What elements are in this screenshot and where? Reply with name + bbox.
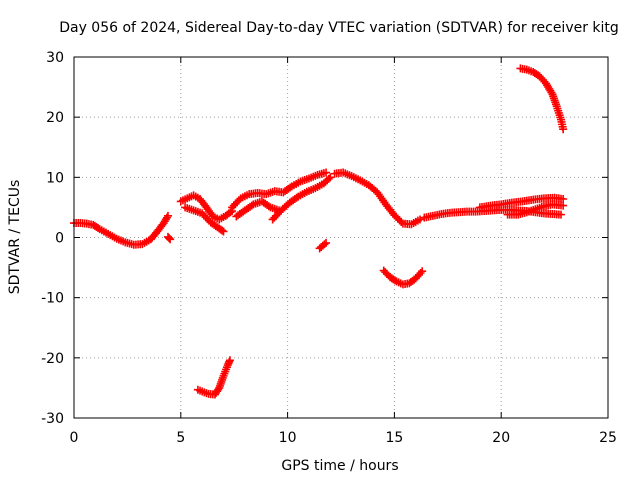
- series-seg-a: [70, 211, 172, 249]
- series-seg-a2: [163, 232, 175, 244]
- data-point: [226, 208, 235, 217]
- y-tick-label: 30: [46, 50, 64, 66]
- data-point: [322, 168, 331, 177]
- data-point: [166, 235, 175, 244]
- y-tick-label: 0: [55, 231, 64, 247]
- x-tick-label: 10: [279, 430, 297, 446]
- data-point: [547, 88, 556, 97]
- data-point: [320, 240, 329, 249]
- chart-title: Day 056 of 2024, Sidereal Day-to-day VTE…: [59, 20, 619, 36]
- x-tick-label: 25: [599, 430, 617, 446]
- x-tick-label: 15: [385, 430, 403, 446]
- data-point: [218, 226, 227, 235]
- data-point: [214, 385, 223, 394]
- data-point: [163, 211, 172, 220]
- x-tick-label: 5: [176, 430, 185, 446]
- data-points: [70, 64, 568, 399]
- y-axis-label: SDTVAR / TECUs: [7, 180, 23, 295]
- data-point: [397, 217, 406, 226]
- data-point: [418, 267, 427, 276]
- series-seg-h: [516, 64, 568, 134]
- y-tick-label: -10: [41, 291, 64, 307]
- data-point: [416, 215, 425, 224]
- data-point: [559, 201, 568, 210]
- series-seg-i: [193, 356, 234, 399]
- series-seg-c3: [268, 173, 335, 224]
- data-point: [416, 268, 425, 277]
- axis-ticks: 0 5 10 15 20 25 -30 -20 -10 0 10 20 30: [41, 50, 617, 446]
- data-point: [557, 210, 566, 219]
- x-axis-label: GPS time / hours: [281, 458, 398, 474]
- series-seg-c2: [232, 197, 284, 221]
- data-point: [162, 213, 171, 222]
- series-seg-g2: [475, 193, 568, 212]
- series-seg-f: [379, 266, 427, 289]
- data-point: [219, 227, 228, 236]
- y-tick-label: -30: [41, 411, 64, 427]
- series-seg-c: [228, 168, 331, 212]
- series-seg-b2: [181, 203, 228, 236]
- x-tick-label: 0: [70, 430, 79, 446]
- y-tick-label: 20: [46, 110, 64, 126]
- series-seg-g3: [503, 200, 568, 219]
- grid-lines: [74, 57, 608, 418]
- series-seg-b: [176, 191, 237, 224]
- series-seg-d: [315, 238, 331, 253]
- data-point: [326, 173, 335, 182]
- series-seg-e: [330, 168, 425, 229]
- data-point: [559, 125, 568, 134]
- data-point: [225, 356, 234, 365]
- y-tick-label: -20: [41, 351, 64, 367]
- y-tick-label: 10: [46, 170, 64, 186]
- data-point: [324, 174, 333, 183]
- data-point: [165, 234, 174, 243]
- data-point: [322, 238, 331, 247]
- series-seg-g: [420, 205, 566, 222]
- x-tick-label: 20: [492, 430, 510, 446]
